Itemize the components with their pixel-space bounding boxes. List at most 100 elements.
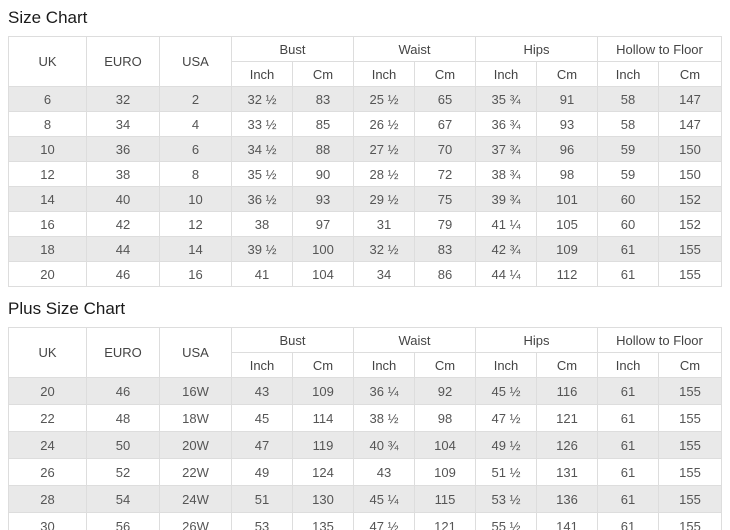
table-cell: 20 <box>8 261 87 287</box>
table-cell: 33 ½ <box>231 111 293 137</box>
table-cell: 12 <box>8 161 87 187</box>
table-cell: 34 <box>353 261 416 287</box>
table-cell: 56 <box>86 512 160 530</box>
table-cell: 85 <box>291 111 355 137</box>
table-row: 22 48 18W 45 114 38 ½ 98 47 ½ 121 61 155 <box>8 404 722 432</box>
column-group-waist: Waist <box>353 327 477 353</box>
table-cell: 93 <box>291 186 355 212</box>
table-cell: 34 ½ <box>231 136 293 162</box>
table-cell: 124 <box>291 458 355 486</box>
table-cell: 65 <box>414 86 477 112</box>
column-group-hollow-to-floor: Hollow to Floor <box>597 36 722 62</box>
table-cell: 135 <box>291 512 355 530</box>
table-cell: 114 <box>291 404 355 432</box>
subheader-bust-cm: Cm <box>291 352 355 378</box>
table-cell: 16 <box>159 261 232 287</box>
table-cell: 26 ½ <box>353 111 416 137</box>
table-cell: 136 <box>536 485 599 513</box>
table-cell: 43 <box>231 377 293 405</box>
table-cell: 92 <box>414 377 477 405</box>
table-cell: 130 <box>291 485 355 513</box>
table-cell: 147 <box>658 86 722 112</box>
table-cell: 39 ¾ <box>475 186 538 212</box>
table-cell: 61 <box>597 236 660 262</box>
column-group-hollow-to-floor: Hollow to Floor <box>597 327 722 353</box>
table-cell: 44 <box>86 236 160 262</box>
table-cell: 48 <box>86 404 160 432</box>
table-cell: 40 ¾ <box>353 431 416 459</box>
table-cell: 10 <box>159 186 232 212</box>
subheader-hips-inch: Inch <box>475 352 538 378</box>
table-cell: 88 <box>291 136 355 162</box>
table-row: 20 46 16W 43 109 36 ¼ 92 45 ½ 116 61 155 <box>8 377 722 405</box>
table-cell: 141 <box>536 512 599 530</box>
column-group-bust: Bust <box>230 327 355 353</box>
column-group-hips: Hips <box>475 327 599 353</box>
table-cell: 24 <box>8 431 87 459</box>
table-cell: 32 <box>86 86 160 112</box>
subheader-bust-inch: Inch <box>231 352 293 378</box>
table-cell: 35 ½ <box>231 161 293 187</box>
table-row: 14 40 10 36 ½ 93 29 ½ 75 39 ¾ 101 60 152 <box>8 186 722 212</box>
subheader-hips-cm: Cm <box>536 61 599 87</box>
column-header-usa: USA <box>159 327 232 378</box>
table-row: 18 44 14 39 ½ 100 32 ½ 83 42 ¾ 109 61 155 <box>8 236 722 262</box>
table-cell: 70 <box>414 136 477 162</box>
table-cell: 121 <box>414 512 477 530</box>
table-cell: 53 ½ <box>475 485 538 513</box>
table-cell: 51 <box>231 485 293 513</box>
table-cell: 61 <box>597 261 660 287</box>
size-chart-table-header: UK EURO USA Bust Waist Hips Hollow to Fl… <box>8 36 722 87</box>
table-cell: 14 <box>8 186 87 212</box>
table-cell: 31 <box>353 211 416 237</box>
table-cell: 18 <box>8 236 87 262</box>
table-cell: 147 <box>658 111 722 137</box>
table-cell: 6 <box>159 136 232 162</box>
table-cell: 155 <box>658 458 722 486</box>
subheader-hollow-cm: Cm <box>658 61 722 87</box>
plus-size-chart-table: UK EURO USA Bust Waist Hips Hollow to Fl… <box>8 327 722 530</box>
table-cell: 40 <box>86 186 160 212</box>
table-cell: 58 <box>597 86 660 112</box>
table-cell: 98 <box>536 161 599 187</box>
table-cell: 150 <box>658 136 722 162</box>
table-cell: 155 <box>658 261 722 287</box>
table-cell: 25 ½ <box>353 86 416 112</box>
table-cell: 155 <box>658 485 722 513</box>
table-cell: 49 ½ <box>475 431 538 459</box>
table-cell: 83 <box>291 86 355 112</box>
table-cell: 32 ½ <box>353 236 416 262</box>
subheader-bust-cm: Cm <box>291 61 355 87</box>
column-group-waist: Waist <box>353 36 477 62</box>
table-cell: 152 <box>658 211 722 237</box>
table-cell: 26 <box>8 458 87 486</box>
table-cell: 16 <box>8 211 87 237</box>
subheader-hips-inch: Inch <box>475 61 538 87</box>
table-cell: 38 ¾ <box>475 161 538 187</box>
table-cell: 42 <box>86 211 160 237</box>
column-header-euro: EURO <box>86 327 160 378</box>
table-cell: 47 ½ <box>353 512 416 530</box>
table-cell: 75 <box>414 186 477 212</box>
table-cell: 116 <box>536 377 599 405</box>
column-header-usa: USA <box>159 36 232 87</box>
table-cell: 86 <box>414 261 477 287</box>
table-row: 26 52 22W 49 124 43 109 51 ½ 131 61 155 <box>8 458 722 486</box>
table-cell: 44 ¼ <box>475 261 538 287</box>
table-cell: 109 <box>536 236 599 262</box>
subheader-waist-inch: Inch <box>353 61 416 87</box>
table-cell: 52 <box>86 458 160 486</box>
table-cell: 46 <box>86 261 160 287</box>
table-cell: 30 <box>8 512 87 530</box>
table-cell: 37 ¾ <box>475 136 538 162</box>
table-cell: 155 <box>658 236 722 262</box>
table-cell: 38 <box>231 211 293 237</box>
table-cell: 32 ½ <box>231 86 293 112</box>
table-cell: 38 <box>86 161 160 187</box>
table-cell: 155 <box>658 377 722 405</box>
table-row: 8 34 4 33 ½ 85 26 ½ 67 36 ¾ 93 58 147 <box>8 111 722 137</box>
table-cell: 36 ½ <box>231 186 293 212</box>
plus-size-chart-table-header: UK EURO USA Bust Waist Hips Hollow to Fl… <box>8 327 722 378</box>
table-cell: 27 ½ <box>353 136 416 162</box>
table-cell: 45 ½ <box>475 377 538 405</box>
